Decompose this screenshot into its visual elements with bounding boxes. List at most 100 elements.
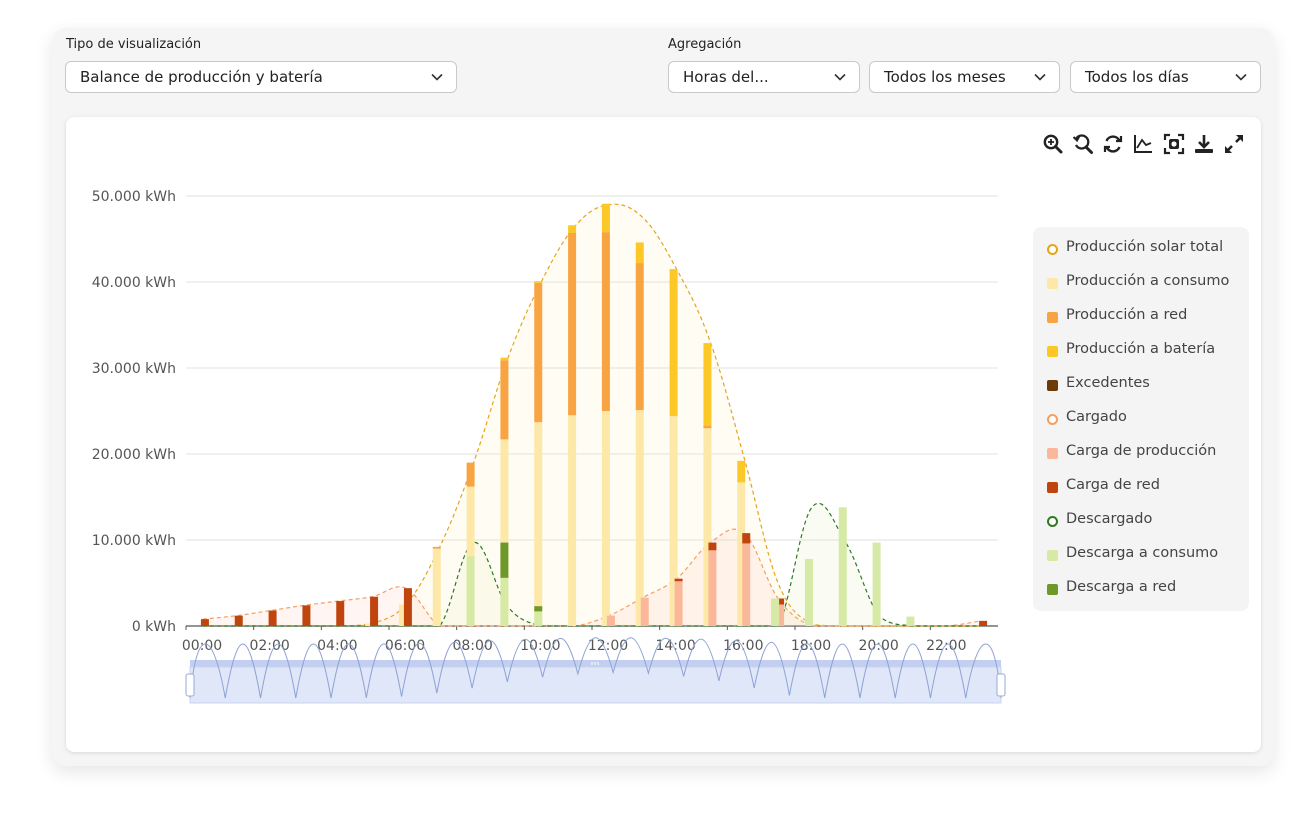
bar-carga_red[interactable] <box>302 605 311 626</box>
discharged-line-area <box>202 503 982 626</box>
aggregation-label: Agregación <box>668 37 742 52</box>
bar-prod_red[interactable] <box>466 462 475 487</box>
chart-legend: Producción solar total Producción a consu… <box>1033 227 1249 611</box>
bar-prod_red[interactable] <box>500 360 509 440</box>
bar-prod_consumo[interactable] <box>568 415 577 626</box>
refresh-icon[interactable] <box>1102 133 1124 155</box>
visualization-type-select[interactable]: Balance de producción y batería <box>65 61 457 93</box>
bar-carga_red[interactable] <box>674 578 683 582</box>
charged-line-area <box>202 529 982 626</box>
bar-carga_red[interactable] <box>336 601 345 626</box>
bar-prod_bateria[interactable] <box>568 225 577 233</box>
screenshot-icon[interactable] <box>1163 133 1185 155</box>
bar-prod_consumo[interactable] <box>365 623 374 626</box>
x-tick-label: 18:00 <box>791 638 831 654</box>
bar-prod_consumo[interactable] <box>534 422 543 626</box>
bar-carga_produccion[interactable] <box>640 597 649 626</box>
bar-prod_consumo[interactable] <box>703 428 712 626</box>
bar-carga_red[interactable] <box>979 620 988 626</box>
bar-prod_consumo[interactable] <box>635 410 644 626</box>
y-tick-label: 20.000 kWh <box>92 447 176 463</box>
bar-prod_consumo[interactable] <box>601 411 610 626</box>
x-tick-label: 12:00 <box>588 638 628 654</box>
x-tick-label: 14:00 <box>655 638 695 654</box>
legend-swatch <box>1047 448 1058 459</box>
bar-prod_consumo[interactable] <box>737 482 746 626</box>
x-tick-label: 02:00 <box>249 638 289 654</box>
bar-prod_red[interactable] <box>534 282 543 423</box>
legend-label: Descargado <box>1066 511 1153 527</box>
bar-carga_red[interactable] <box>776 598 785 605</box>
zoom-slider-preview <box>189 637 1002 699</box>
zoom-slider-grip-icon[interactable] <box>591 662 599 665</box>
bar-descarga_consumo[interactable] <box>500 577 509 626</box>
zoom-handle-right[interactable] <box>996 673 1006 697</box>
bar-prod_bateria[interactable] <box>703 343 712 426</box>
bar-carga_produccion[interactable] <box>742 543 751 626</box>
bar-carga_red[interactable] <box>370 596 379 626</box>
bar-carga_red[interactable] <box>200 619 209 626</box>
fullscreen-icon[interactable] <box>1223 133 1245 155</box>
bar-prod_red[interactable] <box>635 263 644 411</box>
legend-label: Producción solar total <box>1066 239 1224 255</box>
bar-prod_bateria[interactable] <box>500 357 509 361</box>
zoom-handle-left[interactable] <box>185 673 195 697</box>
bar-prod_consumo[interactable] <box>669 416 678 626</box>
chevron-down-icon <box>431 73 443 81</box>
bar-carga_produccion[interactable] <box>776 604 785 627</box>
bar-descarga_consumo[interactable] <box>534 611 543 626</box>
chevron-down-icon <box>834 73 846 81</box>
bar-carga_red[interactable] <box>742 533 751 544</box>
bar-carga_produccion[interactable] <box>674 581 683 626</box>
bar-prod_consumo[interactable] <box>500 439 509 626</box>
legend-swatch <box>1047 312 1058 323</box>
bar-prod_bateria[interactable] <box>635 242 644 264</box>
bar-prod_red[interactable] <box>601 232 610 411</box>
x-tick-label: 16:00 <box>723 638 763 654</box>
bar-prod_bateria[interactable] <box>601 203 610 233</box>
days-select[interactable]: Todos los días <box>1070 61 1261 93</box>
bar-carga_red[interactable] <box>403 588 412 626</box>
legend-swatch <box>1047 550 1058 561</box>
bar-descarga_consumo[interactable] <box>906 616 915 626</box>
bar-descarga_red[interactable] <box>500 542 509 578</box>
bar-prod_bateria[interactable] <box>534 281 543 283</box>
bar-prod_red[interactable] <box>432 546 441 549</box>
legend-label: Producción a batería <box>1066 341 1216 357</box>
bar-descarga_consumo[interactable] <box>466 556 475 626</box>
bar-descarga_red[interactable] <box>534 606 543 612</box>
months-select-value: Todos los meses <box>884 68 1006 86</box>
bar-prod_red[interactable] <box>703 425 712 429</box>
legend-label: Carga de producción <box>1066 443 1217 459</box>
legend-swatch <box>1047 380 1058 391</box>
bar-carga_red[interactable] <box>268 610 277 626</box>
bar-descarga_consumo[interactable] <box>838 507 847 626</box>
bar-carga_produccion[interactable] <box>606 615 615 626</box>
bar-prod_consumo[interactable] <box>466 486 475 626</box>
y-tick-label: 30.000 kWh <box>92 361 176 377</box>
bar-prod_bateria[interactable] <box>669 269 678 417</box>
legend-swatch <box>1047 482 1058 493</box>
bar-descarga_consumo[interactable] <box>804 558 813 626</box>
download-icon[interactable] <box>1193 133 1215 155</box>
months-select[interactable]: Todos los meses <box>869 61 1060 93</box>
legend-label: Carga de red <box>1066 477 1160 493</box>
legend-swatch <box>1047 414 1058 425</box>
bar-carga_red[interactable] <box>708 542 717 551</box>
bar-carga_red[interactable] <box>234 615 243 626</box>
bar-carga_produccion[interactable] <box>708 550 717 626</box>
x-tick-label: 20:00 <box>858 638 898 654</box>
bar-prod_consumo[interactable] <box>432 548 441 626</box>
zoom-reset-icon[interactable] <box>1072 133 1094 155</box>
zoom-slider-window[interactable] <box>189 666 1002 704</box>
zoom-in-icon[interactable] <box>1042 133 1064 155</box>
line-chart-icon[interactable] <box>1132 133 1154 155</box>
bar-prod_consumo[interactable] <box>398 604 407 627</box>
hours-select[interactable]: Horas del... <box>668 61 860 93</box>
bar-descarga_consumo[interactable] <box>872 542 881 626</box>
visualization-type-value: Balance de producción y batería <box>80 68 323 86</box>
bar-prod_red[interactable] <box>568 232 577 416</box>
bar-descarga_consumo[interactable] <box>771 598 780 626</box>
bar-prod_bateria[interactable] <box>737 460 746 483</box>
